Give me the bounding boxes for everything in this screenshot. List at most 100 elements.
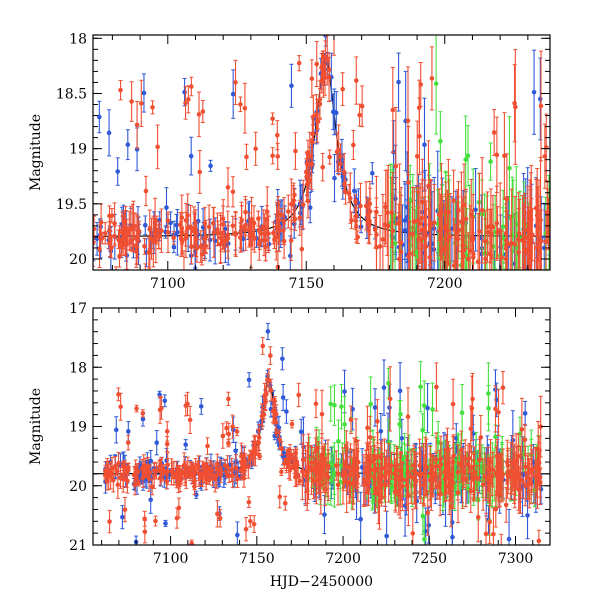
data-point [307,191,313,224]
data-point [286,454,292,480]
data-point [209,461,215,480]
data-point [405,66,411,176]
data-point [346,465,352,504]
data-point [277,429,282,450]
data-point [340,72,345,107]
data-point [284,399,289,424]
data-point [320,152,326,182]
data-point [279,441,284,456]
data-point [353,56,359,105]
data-point [225,167,231,208]
data-point [486,385,491,432]
data-point [421,380,427,431]
data-point [212,217,218,265]
data-point [185,391,190,416]
data-point [233,454,239,482]
data-point [506,508,512,545]
data-point [353,203,358,230]
data-point [483,512,489,545]
data-point [525,452,531,493]
data-point [112,225,117,247]
data-point [494,116,500,194]
x-tick-label: 7200 [427,276,463,292]
data-point [503,487,509,523]
data-point [152,334,157,379]
data-point [331,88,337,136]
data-point [220,423,226,449]
data-point [466,232,471,270]
data-point [488,188,494,264]
data-point [296,55,302,72]
data-point [316,459,322,486]
data-point [336,419,341,463]
data-point [355,450,361,502]
data-point [330,446,335,484]
data-point [310,116,315,167]
data-point [262,382,267,408]
data-point [358,491,363,545]
data-point [115,470,121,499]
data-point [159,396,164,420]
data-point [157,460,162,473]
x-axis-label: HJD−2450000 [270,574,373,590]
data-point [488,142,493,181]
data-point [497,465,502,496]
data-point [525,185,531,270]
data-point [512,64,517,143]
data-point [247,449,253,463]
data-point [436,188,442,241]
x-tick-label: 7100 [153,551,189,567]
data-point [288,219,294,262]
data-point [187,470,193,479]
y-tick-label: 20 [69,479,87,495]
data-point [152,223,158,244]
data-point [146,236,152,269]
data-point [260,409,265,422]
data-point [528,189,534,270]
data-point [446,158,451,266]
data-point [120,274,125,287]
data-point [494,438,500,495]
data-point [414,120,420,192]
data-point [165,213,171,228]
data-point [438,111,443,172]
data-point [159,208,164,253]
data-point [346,184,352,203]
data-point [183,202,189,238]
data-point [516,433,521,479]
y-axis-label: Magnitude [28,114,44,191]
data-point [218,224,223,264]
data-point [336,458,341,490]
data-point [533,289,538,369]
data-point [270,112,275,125]
data-point [273,404,279,424]
data-point [233,59,238,105]
data-point [405,387,411,447]
data-point [372,388,378,427]
data-point [237,222,243,253]
data-point [455,195,461,270]
data-point [473,168,478,252]
data-point [120,465,126,493]
y-tick-label: 19.5 [56,197,87,213]
data-point [129,81,134,122]
data-point [471,261,476,270]
data-point [152,287,157,332]
data-point [225,225,231,252]
data-point [333,450,339,481]
data-point [469,375,475,442]
data-point [358,220,364,234]
data-point [230,416,236,444]
data-point [279,467,284,476]
data-point [286,447,292,455]
data-point [97,100,102,134]
data-point [280,383,286,412]
data-point [163,519,168,527]
data-point [430,464,436,496]
data-point [243,517,249,542]
data-point [421,463,427,507]
data-point [460,447,465,510]
data-point [433,35,439,135]
data-point [164,421,170,442]
